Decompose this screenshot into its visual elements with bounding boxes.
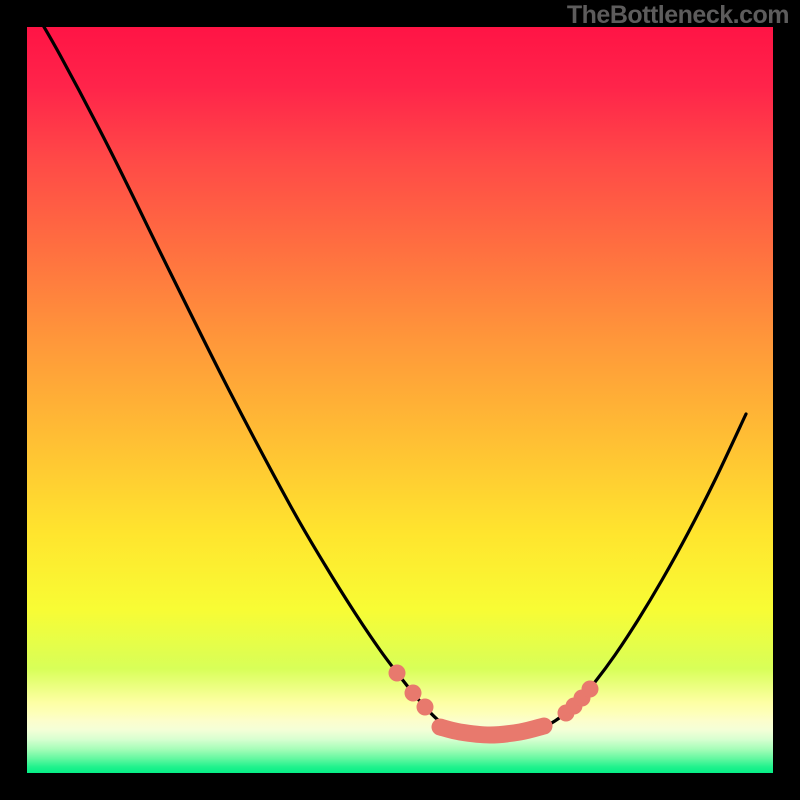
gradient-background bbox=[27, 27, 773, 773]
marker-dot-right bbox=[582, 681, 599, 698]
marker-dot-left bbox=[405, 685, 422, 702]
marker-dot-left bbox=[389, 665, 406, 682]
marker-bar bbox=[440, 726, 544, 735]
chart-frame: TheBottleneck.com bbox=[0, 0, 800, 800]
plot-area bbox=[27, 27, 773, 773]
marker-dot-left bbox=[417, 699, 434, 716]
plot-svg bbox=[27, 27, 773, 773]
watermark-text: TheBottleneck.com bbox=[567, 1, 789, 30]
